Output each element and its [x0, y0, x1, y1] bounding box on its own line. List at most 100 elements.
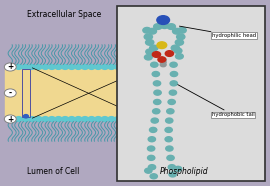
Circle shape [75, 65, 82, 69]
Circle shape [150, 147, 154, 150]
Circle shape [167, 24, 176, 29]
Circle shape [166, 146, 173, 151]
Circle shape [168, 100, 175, 105]
Circle shape [157, 101, 161, 103]
Circle shape [154, 119, 158, 122]
Text: Extracellular Space: Extracellular Space [27, 10, 101, 19]
Circle shape [174, 166, 182, 171]
Circle shape [151, 118, 158, 123]
Circle shape [153, 129, 156, 131]
Circle shape [146, 49, 154, 54]
Circle shape [88, 65, 95, 69]
Circle shape [175, 40, 184, 45]
Circle shape [35, 65, 42, 69]
Circle shape [29, 117, 36, 121]
Circle shape [144, 55, 152, 60]
Circle shape [154, 24, 162, 29]
Circle shape [151, 156, 154, 159]
Circle shape [147, 146, 155, 151]
Circle shape [108, 65, 115, 69]
Circle shape [15, 117, 22, 121]
Circle shape [168, 165, 176, 170]
Circle shape [95, 117, 102, 121]
Text: hydrophobic tail: hydrophobic tail [178, 85, 254, 117]
Circle shape [35, 117, 42, 121]
Circle shape [165, 127, 172, 132]
Circle shape [153, 109, 160, 114]
Circle shape [152, 71, 160, 76]
Circle shape [156, 110, 160, 113]
Circle shape [176, 54, 183, 59]
Circle shape [155, 73, 159, 75]
Circle shape [68, 117, 75, 121]
Circle shape [141, 117, 148, 121]
Circle shape [169, 172, 176, 177]
Circle shape [145, 168, 152, 173]
Circle shape [55, 117, 62, 121]
Circle shape [152, 52, 161, 57]
Circle shape [171, 45, 180, 51]
Circle shape [144, 34, 153, 40]
Circle shape [150, 174, 157, 179]
Circle shape [157, 16, 170, 24]
Circle shape [160, 23, 169, 28]
Circle shape [156, 82, 160, 85]
Circle shape [177, 34, 185, 40]
Circle shape [4, 63, 16, 71]
Circle shape [157, 91, 161, 94]
Circle shape [157, 42, 167, 49]
Circle shape [121, 117, 128, 121]
Circle shape [114, 65, 122, 69]
Circle shape [121, 65, 128, 69]
Circle shape [170, 71, 178, 76]
Circle shape [55, 65, 62, 69]
Circle shape [9, 117, 16, 121]
Circle shape [160, 58, 166, 62]
Circle shape [9, 65, 16, 69]
Circle shape [22, 117, 29, 121]
Circle shape [148, 28, 157, 34]
Circle shape [160, 63, 166, 67]
Circle shape [169, 90, 177, 95]
Text: Phospholipid: Phospholipid [159, 167, 208, 176]
Circle shape [170, 62, 177, 67]
Circle shape [151, 138, 155, 141]
Circle shape [114, 117, 122, 121]
Bar [117, 6, 265, 181]
Bar [22, 69, 30, 117]
Circle shape [48, 117, 55, 121]
Circle shape [23, 115, 28, 118]
Circle shape [82, 117, 89, 121]
Circle shape [148, 165, 156, 170]
Circle shape [170, 81, 177, 86]
Circle shape [4, 115, 16, 123]
Circle shape [173, 28, 181, 34]
Circle shape [154, 63, 158, 66]
Text: -: - [9, 89, 12, 97]
Circle shape [42, 117, 49, 121]
Circle shape [134, 65, 141, 69]
Circle shape [148, 137, 156, 142]
Circle shape [167, 155, 174, 160]
Circle shape [141, 65, 148, 69]
Circle shape [151, 166, 155, 169]
Circle shape [75, 117, 82, 121]
Circle shape [134, 117, 141, 121]
Circle shape [108, 117, 115, 121]
Circle shape [166, 118, 173, 123]
Circle shape [88, 117, 95, 121]
Circle shape [150, 127, 157, 132]
Circle shape [165, 51, 174, 56]
Text: +: + [7, 115, 14, 124]
Text: Lumen of Cell: Lumen of Cell [27, 167, 79, 176]
Circle shape [95, 65, 102, 69]
Circle shape [22, 65, 29, 69]
Circle shape [15, 65, 22, 69]
Circle shape [148, 65, 155, 69]
Bar [5, 67, 153, 119]
Circle shape [62, 117, 69, 121]
Circle shape [153, 81, 161, 86]
Circle shape [154, 90, 161, 95]
Circle shape [143, 28, 151, 33]
Circle shape [167, 109, 174, 114]
